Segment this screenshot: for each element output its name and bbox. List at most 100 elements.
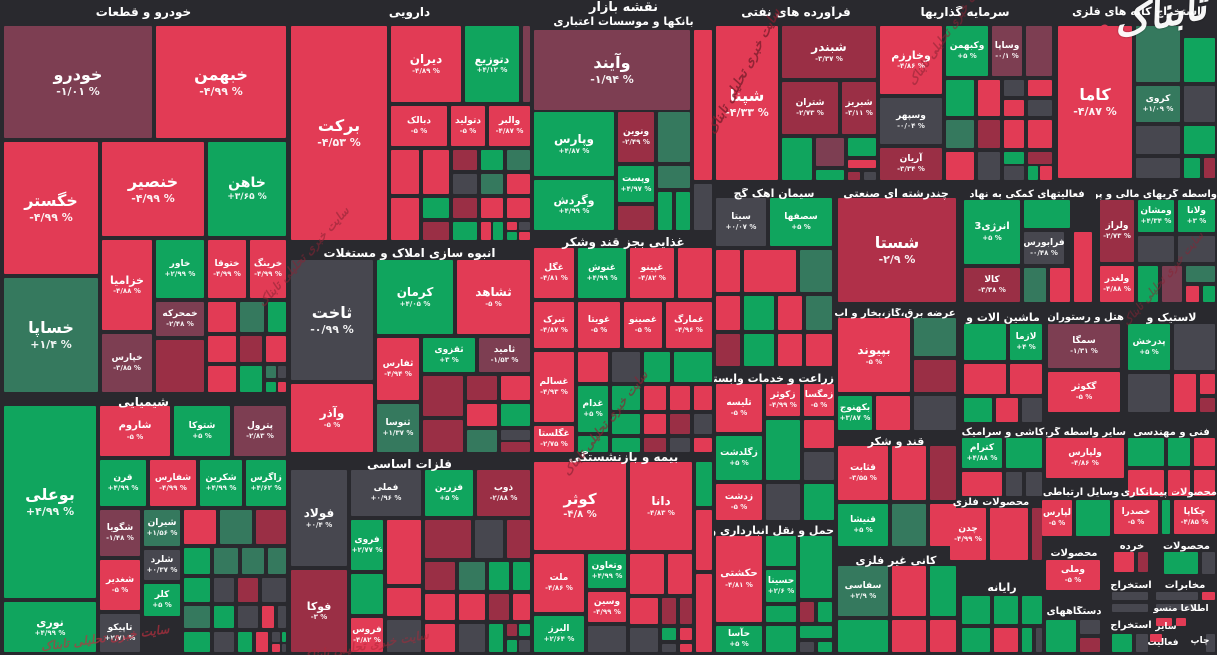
stock-tile-خمحرکه[interactable]: خمحرکه -۲/۴۸ %	[156, 302, 204, 336]
stock-tile-ختوقا[interactable]: ختوقا -۴/۹۹ %	[208, 240, 246, 298]
small-stock-tile[interactable]	[387, 520, 421, 584]
small-stock-tile[interactable]	[678, 248, 712, 298]
stock-tile-سمگا[interactable]: سمگا -۱/۳۱ %	[1048, 324, 1120, 368]
stock-tile-فروس[interactable]: فروس -۴/۸۲ %	[351, 618, 383, 652]
small-stock-tile[interactable]	[804, 420, 834, 448]
stock-tile-وآذر[interactable]: وآذر -۵ %	[291, 384, 373, 452]
stock-tile-خودرو[interactable]: خودرو -۱/۰۱ %	[4, 26, 152, 138]
small-stock-tile[interactable]	[1202, 592, 1215, 600]
stock-tile-دانا[interactable]: دانا -۴/۸۳ %	[630, 462, 692, 550]
stock-tile-ثامید[interactable]: ثامید -۱/۵۳ %	[479, 338, 530, 372]
stock-tile-پدرخش[interactable]: پدرخش +۵ %	[1128, 324, 1170, 370]
small-stock-tile[interactable]	[214, 578, 234, 602]
small-stock-tile[interactable]	[744, 296, 774, 330]
small-stock-tile[interactable]	[766, 606, 796, 622]
small-stock-tile[interactable]	[513, 594, 530, 620]
small-stock-tile[interactable]	[744, 334, 774, 366]
stock-tile-وتعاون[interactable]: وتعاون +۴/۹۹ %	[588, 554, 626, 588]
small-stock-tile[interactable]	[930, 446, 956, 500]
stock-tile-فروی[interactable]: فروی +۲/۷۷ %	[351, 520, 383, 570]
stock-tile-ثقزوی[interactable]: ثقزوی +۳ %	[423, 338, 475, 372]
stock-tile-زدشت[interactable]: زدشت -۵ %	[716, 484, 762, 520]
small-stock-tile[interactable]	[668, 554, 692, 594]
stock-tile-خاور[interactable]: خاور +۲/۹۹ %	[156, 240, 204, 298]
stock-tile-ولراز[interactable]: ولراز -۲/۷۳ %	[1100, 200, 1134, 262]
small-stock-tile[interactable]	[670, 414, 690, 434]
small-stock-tile[interactable]	[1004, 100, 1024, 116]
small-stock-tile[interactable]	[256, 510, 286, 544]
small-stock-tile[interactable]	[716, 334, 740, 366]
small-stock-tile[interactable]	[459, 624, 485, 652]
small-stock-tile[interactable]	[1138, 236, 1174, 262]
small-stock-tile[interactable]	[994, 628, 1018, 652]
small-stock-tile[interactable]	[744, 250, 796, 292]
small-stock-tile[interactable]	[1114, 552, 1134, 572]
stock-tile-انرژی3[interactable]: انرژی3 +۵ %	[964, 200, 1020, 264]
stock-tile-زاگرس[interactable]: زاگرس +۴/۶۲ %	[246, 460, 286, 506]
stock-tile-حکشتی[interactable]: حکشتی -۴/۸۱ %	[716, 536, 762, 622]
small-stock-tile[interactable]	[184, 510, 216, 544]
stock-tile-والبر[interactable]: والبر -۴/۸۷ %	[489, 106, 530, 146]
small-stock-tile[interactable]	[501, 442, 530, 452]
small-stock-tile[interactable]	[892, 566, 926, 616]
small-stock-tile[interactable]	[680, 628, 692, 640]
stock-tile-برکت[interactable]: برکت -۴/۵۳ %	[291, 26, 387, 240]
small-stock-tile[interactable]	[214, 548, 238, 574]
stock-tile-فملی[interactable]: فملی +۰/۹۶ %	[351, 470, 421, 516]
stock-tile-ذوب[interactable]: ذوب -۲/۸۸ %	[477, 470, 530, 516]
stock-tile-غدام[interactable]: غدام +۵ %	[578, 386, 608, 432]
stock-tile-زگلدشت[interactable]: زگلدشت +۵ %	[716, 436, 762, 480]
small-stock-tile[interactable]	[1050, 268, 1070, 302]
small-stock-tile[interactable]	[696, 462, 712, 506]
small-stock-tile[interactable]	[662, 598, 676, 624]
small-stock-tile[interactable]	[238, 632, 252, 652]
small-stock-tile[interactable]	[800, 602, 814, 622]
small-stock-tile[interactable]	[1168, 470, 1190, 496]
small-stock-tile[interactable]	[1136, 158, 1180, 178]
small-stock-tile[interactable]	[1136, 26, 1180, 82]
small-stock-tile[interactable]	[278, 382, 286, 392]
small-stock-tile[interactable]	[876, 396, 910, 430]
stock-tile-ثشاهد[interactable]: ثشاهد -۵ %	[457, 260, 530, 334]
stock-tile-دیران[interactable]: دیران -۴/۸۹ %	[391, 26, 461, 102]
small-stock-tile[interactable]	[481, 174, 503, 194]
small-stock-tile[interactable]	[892, 504, 926, 546]
stock-tile-نوری[interactable]: نوری +۴/۹۹ %	[4, 602, 96, 652]
small-stock-tile[interactable]	[806, 296, 832, 330]
small-stock-tile[interactable]	[1112, 592, 1148, 600]
stock-tile-شاروم[interactable]: شاروم -۵ %	[100, 406, 170, 456]
small-stock-tile[interactable]	[766, 420, 800, 480]
stock-tile-سفاسی[interactable]: سفاسی +۲/۹ %	[838, 566, 888, 616]
stock-tile-شبندر[interactable]: شبندر -۳/۳۷ %	[782, 26, 876, 78]
small-stock-tile[interactable]	[507, 640, 517, 652]
small-stock-tile[interactable]	[716, 296, 740, 330]
stock-tile-غگل[interactable]: غگل -۴/۸۱ %	[534, 248, 574, 298]
small-stock-tile[interactable]	[766, 626, 796, 652]
small-stock-tile[interactable]	[387, 620, 421, 652]
small-stock-tile[interactable]	[1138, 552, 1148, 572]
small-stock-tile[interactable]	[453, 174, 477, 194]
stock-tile-غپینو[interactable]: غپینو -۴/۸۲ %	[630, 248, 674, 298]
small-stock-tile[interactable]	[1186, 286, 1199, 302]
small-stock-tile[interactable]	[278, 606, 286, 628]
small-stock-tile[interactable]	[612, 438, 640, 452]
small-stock-tile[interactable]	[507, 174, 530, 194]
small-stock-tile[interactable]	[978, 152, 1000, 180]
stock-tile-کلر[interactable]: کلر +۵ %	[144, 584, 180, 616]
small-stock-tile[interactable]	[278, 366, 286, 378]
small-stock-tile[interactable]	[453, 150, 477, 170]
stock-tile-کترام[interactable]: کترام +۴/۸۸ %	[962, 438, 1002, 468]
stock-tile-ونوین[interactable]: ونوین -۲/۴۹ %	[618, 112, 654, 162]
small-stock-tile[interactable]	[680, 598, 692, 624]
stock-tile-آریان[interactable]: آریان -۳/۳۴ %	[880, 148, 942, 180]
small-stock-tile[interactable]	[630, 628, 658, 652]
stock-tile-تلیسه[interactable]: تلیسه -۵ %	[716, 384, 762, 432]
small-stock-tile[interactable]	[800, 642, 814, 652]
small-stock-tile[interactable]	[674, 352, 712, 382]
small-stock-tile[interactable]	[680, 644, 692, 652]
small-stock-tile[interactable]	[1040, 166, 1052, 180]
small-stock-tile[interactable]	[694, 184, 712, 230]
stock-tile-چکاپا[interactable]: چکاپا -۴/۸۵ %	[1174, 500, 1215, 534]
stock-tile-بوعلی[interactable]: بوعلی +۴/۹۹ %	[4, 406, 96, 598]
small-stock-tile[interactable]	[848, 160, 876, 168]
